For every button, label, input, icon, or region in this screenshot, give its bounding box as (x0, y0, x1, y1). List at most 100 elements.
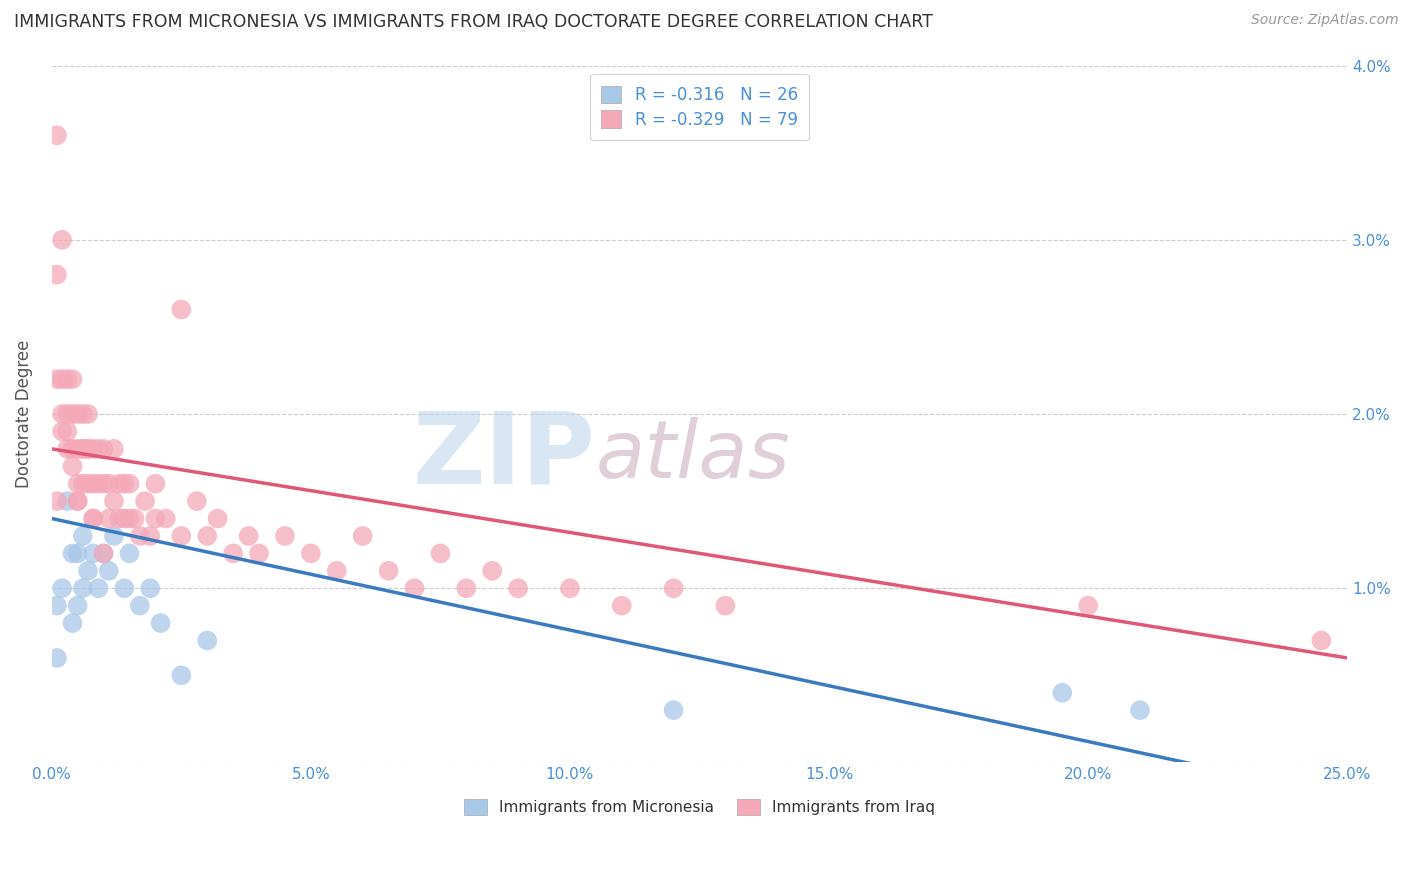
Point (112, 511, 135, 525)
Point (714, 599, 737, 613)
Point (326, 564, 349, 578)
Point (66, 599, 89, 613)
Point (62, 546, 84, 560)
Point (45, 494, 67, 508)
Point (62, 372, 84, 386)
Point (456, 581, 478, 595)
Point (77, 564, 100, 578)
Point (93, 546, 115, 560)
Point (128, 529, 150, 543)
Point (149, 616, 172, 631)
Point (139, 581, 162, 595)
Point (51, 407, 73, 421)
Point (62, 442, 84, 456)
Point (45, 268, 67, 282)
Point (124, 511, 146, 525)
Point (186, 494, 208, 508)
Point (103, 442, 125, 456)
Point (72, 442, 94, 456)
Point (72, 407, 94, 421)
Point (66, 476, 89, 491)
Point (77, 442, 100, 456)
Point (72, 442, 94, 456)
Point (103, 494, 125, 508)
Point (66, 442, 89, 456)
Point (82, 511, 104, 525)
Point (93, 546, 115, 560)
Point (662, 581, 685, 595)
Point (51, 233, 73, 247)
Point (51, 372, 73, 386)
Point (93, 476, 115, 491)
Point (66, 546, 89, 560)
Point (82, 442, 104, 456)
Point (87, 476, 110, 491)
Text: ZIP: ZIP (413, 408, 596, 504)
Point (1129, 703, 1152, 717)
Point (56, 372, 79, 386)
Point (118, 476, 141, 491)
Point (108, 476, 131, 491)
Point (170, 302, 193, 317)
Point (97, 476, 120, 491)
Point (77, 442, 100, 456)
Point (72, 476, 94, 491)
Point (429, 546, 451, 560)
Point (62, 459, 84, 474)
Point (77, 407, 100, 421)
Point (77, 476, 100, 491)
Text: IMMIGRANTS FROM MICRONESIA VS IMMIGRANTS FROM IRAQ DOCTORATE DEGREE CORRELATION : IMMIGRANTS FROM MICRONESIA VS IMMIGRANTS… (14, 13, 934, 31)
Point (481, 564, 503, 578)
Point (56, 442, 79, 456)
Text: atlas: atlas (596, 417, 790, 495)
Point (97, 511, 120, 525)
Point (45, 651, 67, 665)
Point (128, 599, 150, 613)
Point (87, 581, 110, 595)
Point (222, 546, 245, 560)
Point (51, 581, 73, 595)
Point (51, 425, 73, 439)
Point (662, 703, 685, 717)
Point (508, 581, 530, 595)
Point (82, 476, 104, 491)
Point (62, 407, 84, 421)
Legend: Immigrants from Micronesia, Immigrants from Iraq: Immigrants from Micronesia, Immigrants f… (454, 790, 945, 824)
Point (195, 529, 218, 543)
Point (93, 442, 115, 456)
Point (56, 494, 79, 508)
Point (112, 476, 135, 491)
Point (134, 494, 156, 508)
Point (404, 581, 426, 595)
Point (238, 529, 260, 543)
Point (195, 633, 218, 648)
Point (352, 529, 374, 543)
Point (66, 407, 89, 421)
Point (112, 581, 135, 595)
Point (56, 425, 79, 439)
Point (66, 494, 89, 508)
Point (66, 494, 89, 508)
Point (247, 546, 270, 560)
Point (1052, 686, 1074, 700)
Point (87, 442, 110, 456)
Point (558, 581, 581, 595)
Text: Source: ZipAtlas.com: Source: ZipAtlas.com (1251, 13, 1399, 28)
Y-axis label: Doctorate Degree: Doctorate Degree (15, 340, 32, 488)
Point (145, 511, 167, 525)
Point (72, 529, 94, 543)
Point (1310, 633, 1333, 648)
Point (97, 564, 120, 578)
Point (72, 581, 94, 595)
Point (45, 599, 67, 613)
Point (145, 476, 167, 491)
Point (610, 599, 633, 613)
Point (82, 511, 104, 525)
Point (170, 529, 193, 543)
Point (82, 546, 104, 560)
Point (56, 407, 79, 421)
Point (118, 511, 141, 525)
Point (45, 372, 67, 386)
Point (1077, 599, 1099, 613)
Point (299, 546, 322, 560)
